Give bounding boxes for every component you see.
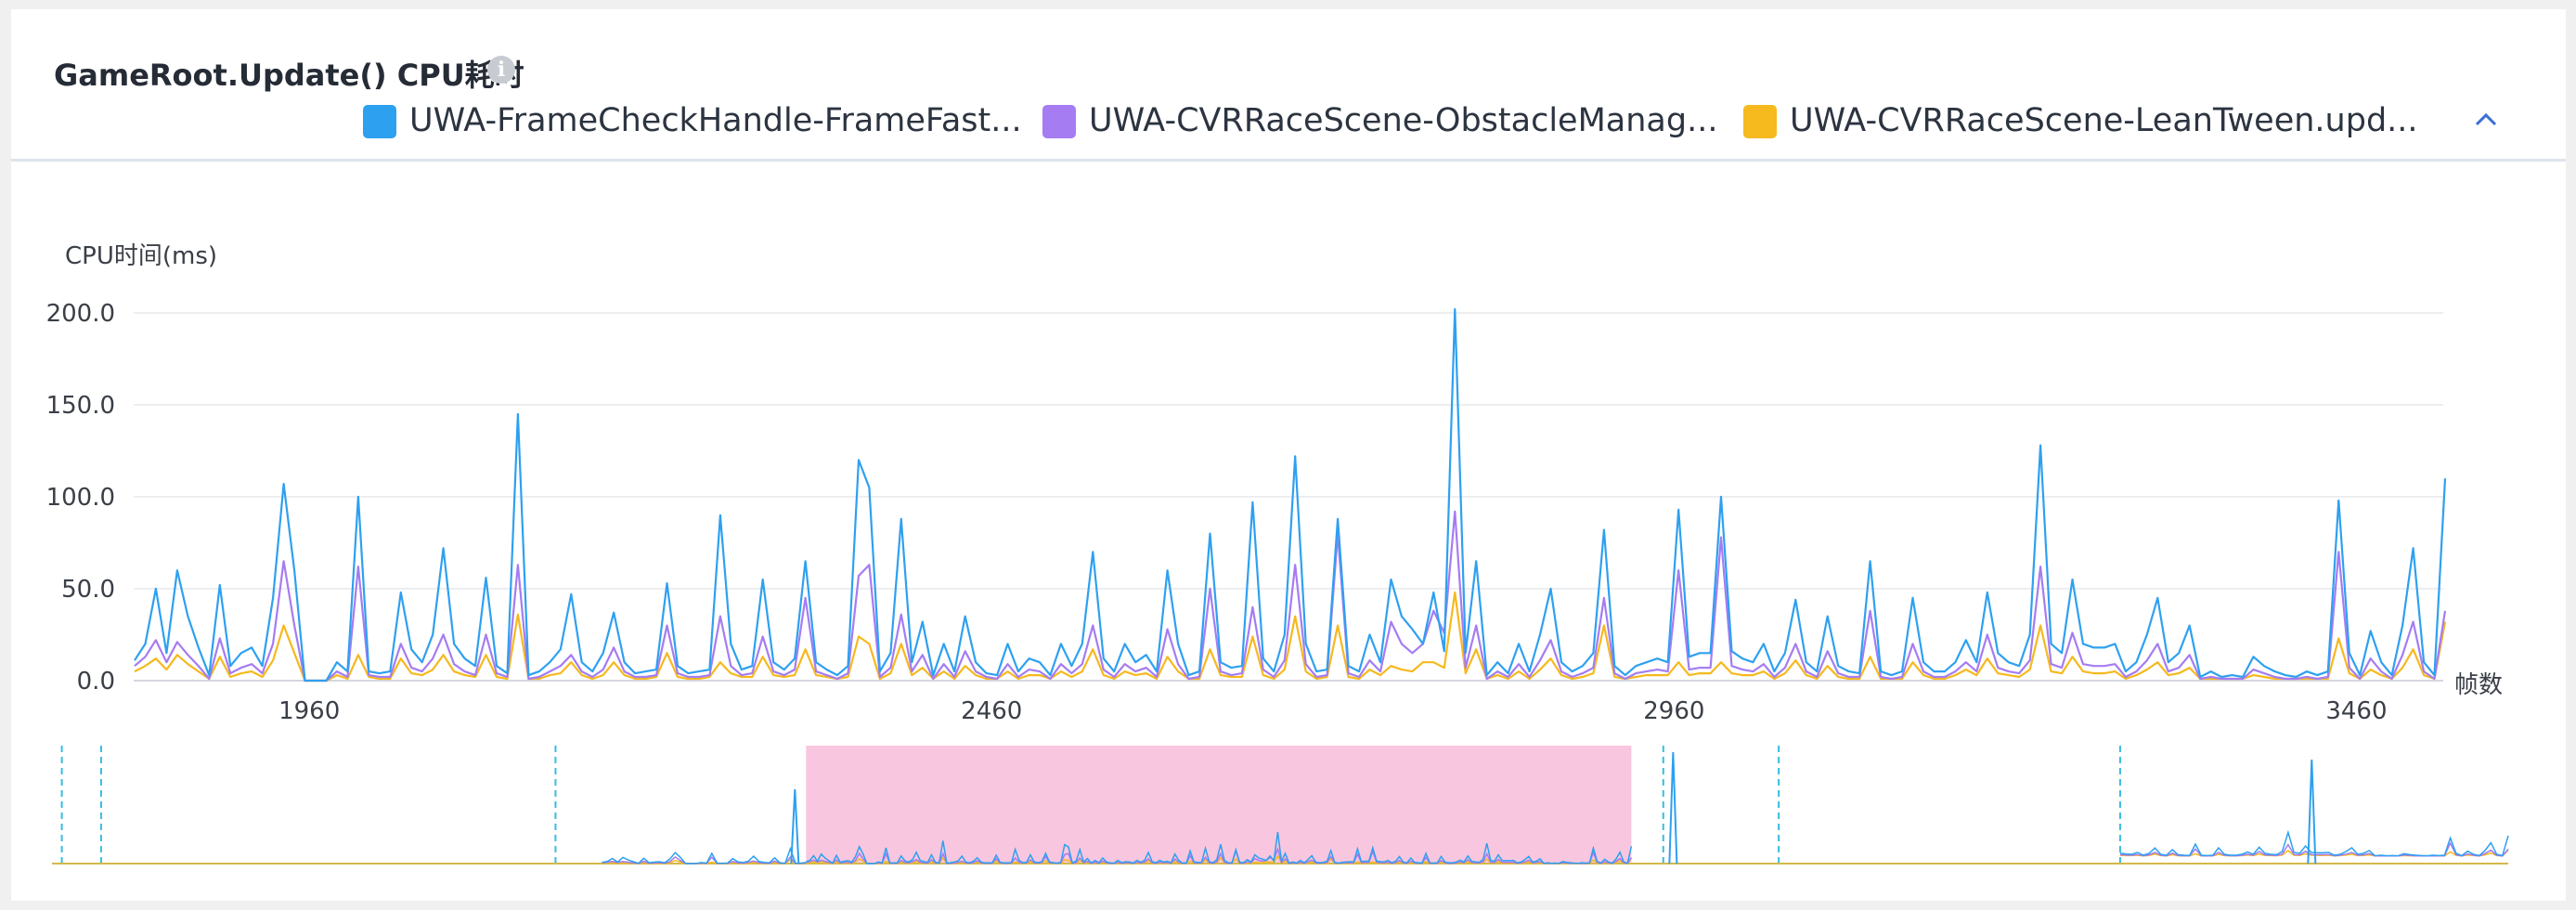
- legend-label: UWA-CVRRaceScene-LeanTween.upd...: [1790, 102, 2418, 139]
- legend-label: UWA-CVRRaceScene-ObstacleManag...: [1089, 102, 1718, 139]
- navigator-spike: [2307, 759, 2317, 864]
- navigator-series-1: [806, 846, 1633, 864]
- x-axis-label: 帧数: [2454, 671, 2503, 699]
- series-line-1: [134, 510, 2447, 682]
- navigator-selection[interactable]: [806, 746, 1632, 864]
- y-tick-label: 200.0: [46, 300, 115, 328]
- y-tick-label: 50.0: [61, 576, 115, 604]
- navigator-spike: [790, 788, 800, 864]
- chevron-up-icon[interactable]: [2467, 106, 2505, 134]
- series-line-2: [134, 591, 2447, 682]
- navigator-series-head-0: [602, 846, 807, 864]
- navigator-spike: [1668, 751, 1678, 864]
- legend-swatch-yellow: [1743, 105, 1777, 138]
- grid-lines: [134, 312, 2443, 682]
- series-line-0: [134, 307, 2447, 682]
- y-tick-label: 150.0: [46, 392, 115, 420]
- legend-label: UWA-FrameCheckHandle-FrameFast...: [409, 102, 1022, 139]
- x-tick-label: 2960: [1643, 697, 1704, 725]
- x-tick-label: 2460: [961, 697, 1022, 725]
- navigator-series-0: [806, 831, 1633, 864]
- x-tick-labels: 1960 2460 2960 3460: [278, 697, 2387, 725]
- y-tick-label: 0.0: [77, 668, 115, 696]
- info-icon[interactable]: i: [487, 56, 515, 84]
- legend-swatch-purple: [1042, 105, 1076, 138]
- x-tick-label: 1960: [278, 697, 340, 725]
- chart-card: GameRoot.Update() CPU耗时 i UWA-FrameCheck…: [11, 9, 2566, 901]
- x-tick-label: 3460: [2325, 697, 2387, 725]
- legend-swatch-blue: [363, 105, 396, 138]
- y-tick-labels: 0.0 50.0 100.0 150.0 200.0: [46, 300, 115, 696]
- chart-header: GameRoot.Update() CPU耗时 i UWA-FrameCheck…: [11, 9, 2566, 162]
- series-lines: [134, 307, 2447, 682]
- y-tick-label: 100.0: [46, 484, 115, 512]
- y-axis-label: CPU时间(ms): [65, 242, 217, 270]
- navigator: [52, 746, 2509, 864]
- chart-title: GameRoot.Update() CPU耗时: [54, 58, 524, 93]
- line-chart[interactable]: CPU时间(ms) 帧数 0.0 50.0 100.0 150.0 200.0 1960…: [11, 9, 2566, 901]
